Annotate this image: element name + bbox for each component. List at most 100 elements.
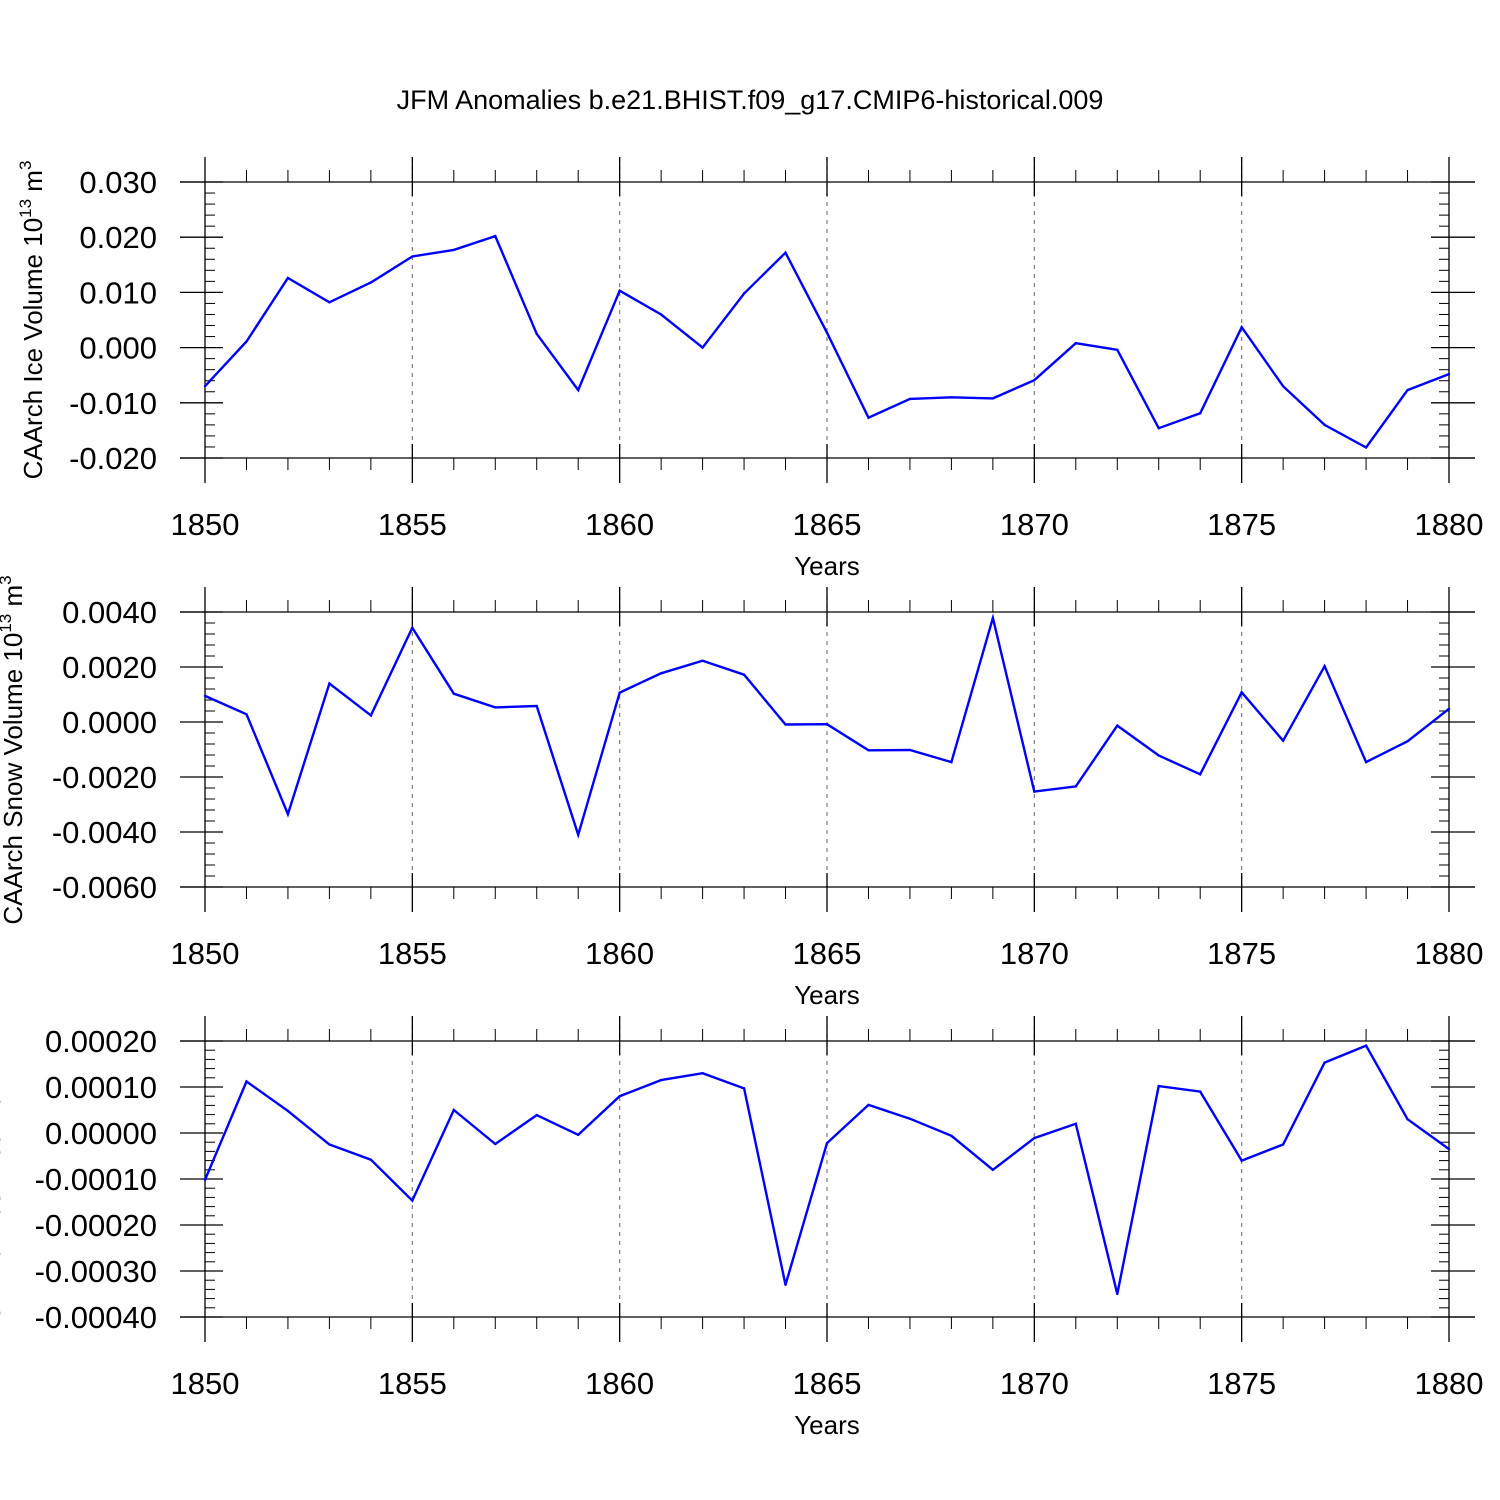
- data-point: [1240, 1159, 1243, 1162]
- data-point: [1116, 1292, 1119, 1296]
- x-tick-label: 1865: [793, 507, 862, 542]
- x-tick-label: 1855: [378, 1366, 447, 1401]
- y-tick-label: 0.0020: [62, 650, 157, 685]
- x-tick-label: 1855: [378, 936, 447, 971]
- data-point: [1116, 348, 1119, 352]
- data-point: [411, 626, 414, 629]
- data-point: [825, 331, 829, 334]
- data-point: [577, 833, 580, 836]
- x-tick-label: 1875: [1207, 936, 1276, 971]
- data-point: [1323, 423, 1326, 427]
- y-axis-label-unit: m: [18, 170, 48, 199]
- data-point: [328, 682, 331, 685]
- data-point: [452, 692, 455, 695]
- data-point: [328, 301, 331, 304]
- data-point: [618, 1095, 621, 1098]
- x-tick-label: 1870: [1000, 936, 1069, 971]
- y-axis-label-unit: m: [0, 585, 28, 614]
- x-tick-label: 1870: [1000, 1366, 1069, 1401]
- data-point: [1157, 754, 1160, 757]
- y-tick-label: -0.00010: [35, 1162, 157, 1197]
- data-point: [991, 1168, 995, 1172]
- data-point: [701, 346, 704, 349]
- data-point: [1447, 707, 1451, 710]
- x-tick-label: 1860: [585, 507, 654, 542]
- x-tick-label: 1850: [171, 936, 240, 971]
- y-axis-label-text: CAArch Ice Area 10: [0, 1094, 6, 1322]
- data-point: [1074, 785, 1078, 788]
- data-point: [1281, 1143, 1285, 1146]
- data-point: [908, 1117, 912, 1120]
- data-point: [1281, 385, 1285, 388]
- panel-ice-volume: -0.020 -0.010 0.000 0.010 0.020 0.030 1850 1855…: [16, 157, 1483, 581]
- x-tick-label: 1875: [1207, 1366, 1276, 1401]
- data-point: [369, 281, 373, 284]
- x-axis-label: Years: [794, 551, 860, 581]
- panel-ice-area: -0.00040 -0.00030 -0.00020 -0.00010 0.00000 0…: [0, 1016, 1483, 1440]
- y-tick-label: 0.00000: [45, 1116, 157, 1151]
- data-point: [950, 760, 953, 764]
- data-point: [286, 276, 290, 280]
- y-axis-label-exponent: 13: [0, 614, 15, 633]
- figure-title: JFM Anomalies b.e21.BHIST.f09_g17.CMIP6-…: [397, 85, 1104, 115]
- x-axis-label: Years: [794, 1410, 860, 1440]
- data-point: [1199, 412, 1202, 415]
- y-tick-label: -0.00030: [35, 1254, 157, 1289]
- x-tick-label: 1855: [378, 507, 447, 542]
- x-tick-label: 1850: [171, 1366, 240, 1401]
- data-point: [991, 397, 995, 400]
- data-point: [1447, 1147, 1451, 1151]
- y-tick-label: 0.000: [79, 331, 157, 366]
- data-point: [535, 332, 538, 335]
- y-tick-label: -0.00020: [35, 1208, 157, 1243]
- data-point: [701, 1072, 704, 1075]
- data-point: [1447, 372, 1451, 376]
- data-point: [452, 1108, 455, 1112]
- y-axis-label-unit: m: [0, 1047, 6, 1076]
- data-point: [245, 340, 248, 343]
- data-point: [701, 659, 704, 662]
- data-point: [618, 289, 621, 292]
- x-tick-label: 1880: [1415, 1366, 1484, 1401]
- y-tick-label: 0.030: [79, 165, 157, 200]
- y-tick-label: 0.010: [79, 275, 157, 310]
- data-point: [908, 397, 912, 401]
- data-point: [369, 1158, 373, 1161]
- data-point: [1033, 378, 1036, 382]
- y-tick-label: 0.00020: [45, 1024, 157, 1059]
- y-tick-label: -0.00040: [35, 1300, 157, 1335]
- data-point: [1364, 1044, 1368, 1047]
- data-point: [1240, 691, 1243, 694]
- data-point: [369, 714, 373, 717]
- data-point: [1074, 341, 1078, 345]
- data-point: [1323, 664, 1326, 668]
- data-point: [1281, 739, 1285, 742]
- y-tick-label: -0.010: [69, 386, 157, 421]
- y-tick-label: -0.020: [69, 441, 157, 476]
- x-tick-label: 1860: [585, 936, 654, 971]
- data-point: [1033, 1136, 1036, 1140]
- data-point: [742, 292, 746, 295]
- y-axis-label: CAArch Ice Volume 1013 m3: [16, 161, 48, 480]
- data-point: [784, 723, 787, 726]
- data-point: [535, 1113, 538, 1117]
- data-point: [825, 723, 829, 726]
- data-point: [1199, 773, 1202, 776]
- data-point: [867, 1103, 870, 1107]
- data-point: [1116, 724, 1119, 727]
- y-axis-label: CAArch Ice Area 1013 m2: [0, 1037, 6, 1323]
- data-point: [908, 748, 912, 752]
- data-point: [618, 691, 621, 694]
- data-point: [245, 713, 248, 716]
- data-point: [867, 749, 870, 752]
- data-point: [286, 812, 290, 816]
- y-tick-label: 0.00010: [45, 1070, 157, 1105]
- data-point: [659, 672, 663, 675]
- data-point: [286, 1109, 290, 1113]
- data-point: [1406, 388, 1409, 392]
- data-point: [784, 251, 787, 254]
- data-point: [411, 255, 414, 258]
- y-tick-label: -0.0060: [52, 870, 157, 905]
- data-point: [950, 396, 953, 399]
